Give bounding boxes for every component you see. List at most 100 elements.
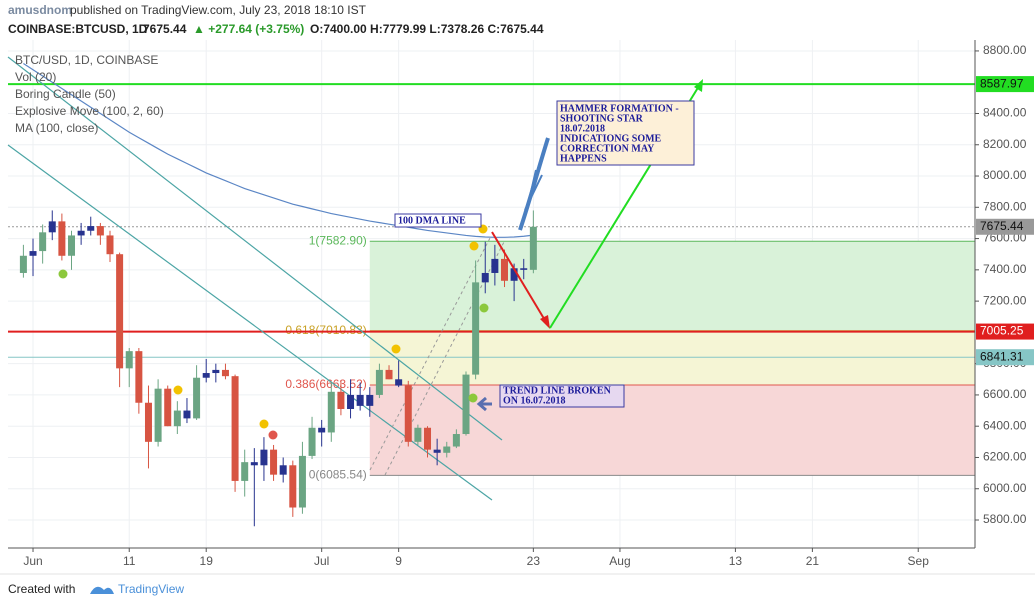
- candle-body: [106, 235, 114, 255]
- candle-body: [39, 232, 47, 252]
- candle-body: [116, 254, 124, 369]
- candle-body: [202, 373, 210, 378]
- annotation-text: TREND LINE BROKEN: [503, 385, 612, 396]
- candle-body: [173, 410, 181, 427]
- candle-body: [125, 351, 133, 369]
- y-tick-label: 6600.00: [983, 387, 1027, 401]
- fib-label: 1(7582.90): [309, 233, 367, 247]
- annotation-box: [499, 384, 625, 408]
- annotation-text: 100 DMA LINE: [398, 215, 466, 226]
- legend-entry: MA (100, close): [15, 121, 98, 135]
- candle-body: [154, 388, 162, 442]
- y-tick-label: 5800.00: [983, 512, 1027, 526]
- candle-body: [452, 434, 460, 447]
- candle-body: [193, 377, 201, 419]
- annotation-text: HAMMER FORMATION -: [560, 103, 679, 114]
- y-tick-label: 6200.00: [983, 450, 1027, 464]
- legend-entry: Boring Candle (50): [15, 87, 116, 101]
- annotation-text: HAPPENS: [560, 153, 607, 164]
- candle-body: [327, 391, 335, 433]
- legend-entry: Explosive Move (100, 2, 60): [15, 104, 164, 118]
- red-arrow: [491, 231, 547, 323]
- fib-zone: [369, 330, 975, 385]
- candle-body: [414, 427, 422, 442]
- footer-text: Created with: [8, 582, 75, 596]
- candle-body: [289, 465, 297, 508]
- candle-body: [298, 455, 306, 508]
- price-axis: [975, 40, 1035, 548]
- legend-entry: Vol (20): [15, 70, 56, 84]
- x-tick-label: 23: [527, 554, 541, 568]
- candle-body: [366, 394, 374, 406]
- arrow-head: [694, 79, 703, 92]
- candle-body: [356, 394, 364, 406]
- annotation-text: 18.07.2018: [560, 123, 605, 134]
- price-label: 6841.31: [980, 349, 1024, 363]
- annotation-text: SHOOTING STAR: [560, 113, 644, 124]
- price-label: 8587.97: [980, 76, 1024, 90]
- price-label: 7005.25: [980, 324, 1024, 338]
- x-tick-label: Sep: [908, 554, 930, 568]
- arrow-head: [540, 315, 550, 329]
- candle-body: [433, 449, 441, 453]
- signal-dot: [469, 241, 479, 251]
- y-tick-label: 7200.00: [983, 293, 1027, 307]
- candle-body: [221, 369, 229, 377]
- x-tick-label: 21: [806, 554, 820, 568]
- signal-dot: [58, 269, 68, 279]
- y-tick-label: 6400.00: [983, 418, 1027, 432]
- candle-body: [135, 351, 143, 403]
- price-label: 7675.44: [980, 219, 1024, 233]
- signal-dot: [268, 430, 278, 440]
- price-label-box: [976, 218, 1034, 235]
- x-tick-label: 13: [729, 554, 743, 568]
- candle-body: [510, 268, 518, 281]
- candle-body: [96, 226, 104, 236]
- candle-body: [279, 465, 287, 475]
- x-tick-label: Jul: [314, 554, 329, 568]
- published: published on TradingView.com, July 23, 2…: [70, 3, 367, 17]
- candle-body: [520, 268, 528, 270]
- candle-body: [500, 258, 508, 281]
- annotation-box: [556, 100, 695, 166]
- annotation-box: [394, 213, 482, 228]
- brand[interactable]: TradingView: [118, 582, 184, 596]
- signal-dot: [259, 419, 269, 429]
- y-tick-label: 6000.00: [983, 481, 1027, 495]
- candle-body: [29, 251, 37, 256]
- candle-body: [375, 369, 383, 395]
- ohlc: O:7400.00 H:7779.99 L:7378.26 C:7675.44: [310, 22, 544, 36]
- y-tick-label: 7400.00: [983, 262, 1027, 276]
- fib-label: 0.386(6663.52): [285, 377, 366, 391]
- ma-line: [23, 62, 534, 238]
- candle-body: [144, 402, 152, 442]
- candle-body: [424, 427, 432, 450]
- legend: BTC/USD, 1D, COINBASE Vol (20) Boring Cand…: [15, 53, 164, 135]
- fib-zones: 1(7582.90) 0.618(7010.83) 0.386(6663.52) 0(…: [8, 83, 975, 482]
- last-price: 7675.44: [143, 22, 187, 36]
- candle-body: [443, 446, 451, 453]
- candle-body: [308, 427, 316, 456]
- x-tick-label: 19: [200, 554, 214, 568]
- candle-body: [472, 282, 480, 375]
- candle-body: [250, 462, 258, 466]
- candle-body: [260, 449, 268, 466]
- overlays: HAMMER FORMATION - SHOOTING STAR 18.07.2…: [58, 79, 703, 440]
- annotation-text: CORRECTION MAY: [560, 143, 655, 154]
- fib-label: 0.618(7010.83): [285, 323, 366, 337]
- axes: 5800.006000.006200.006400.006600.006800.…: [8, 40, 1035, 568]
- signal-dot: [173, 385, 183, 395]
- candle-body: [164, 388, 172, 427]
- blue-arrow: [524, 169, 543, 211]
- candle-body: [77, 230, 85, 236]
- author[interactable]: amusdnom: [8, 3, 72, 17]
- legend-entry: BTC/USD, 1D, COINBASE: [15, 53, 158, 67]
- candle-body: [58, 221, 66, 256]
- x-tick-label: Jun: [23, 554, 42, 568]
- y-tick-label: 8000.00: [983, 168, 1027, 182]
- fib-zone: [369, 384, 975, 476]
- trend-line: [7, 56, 503, 441]
- price-label-box: [976, 76, 1034, 93]
- blue-arrow: [518, 137, 550, 231]
